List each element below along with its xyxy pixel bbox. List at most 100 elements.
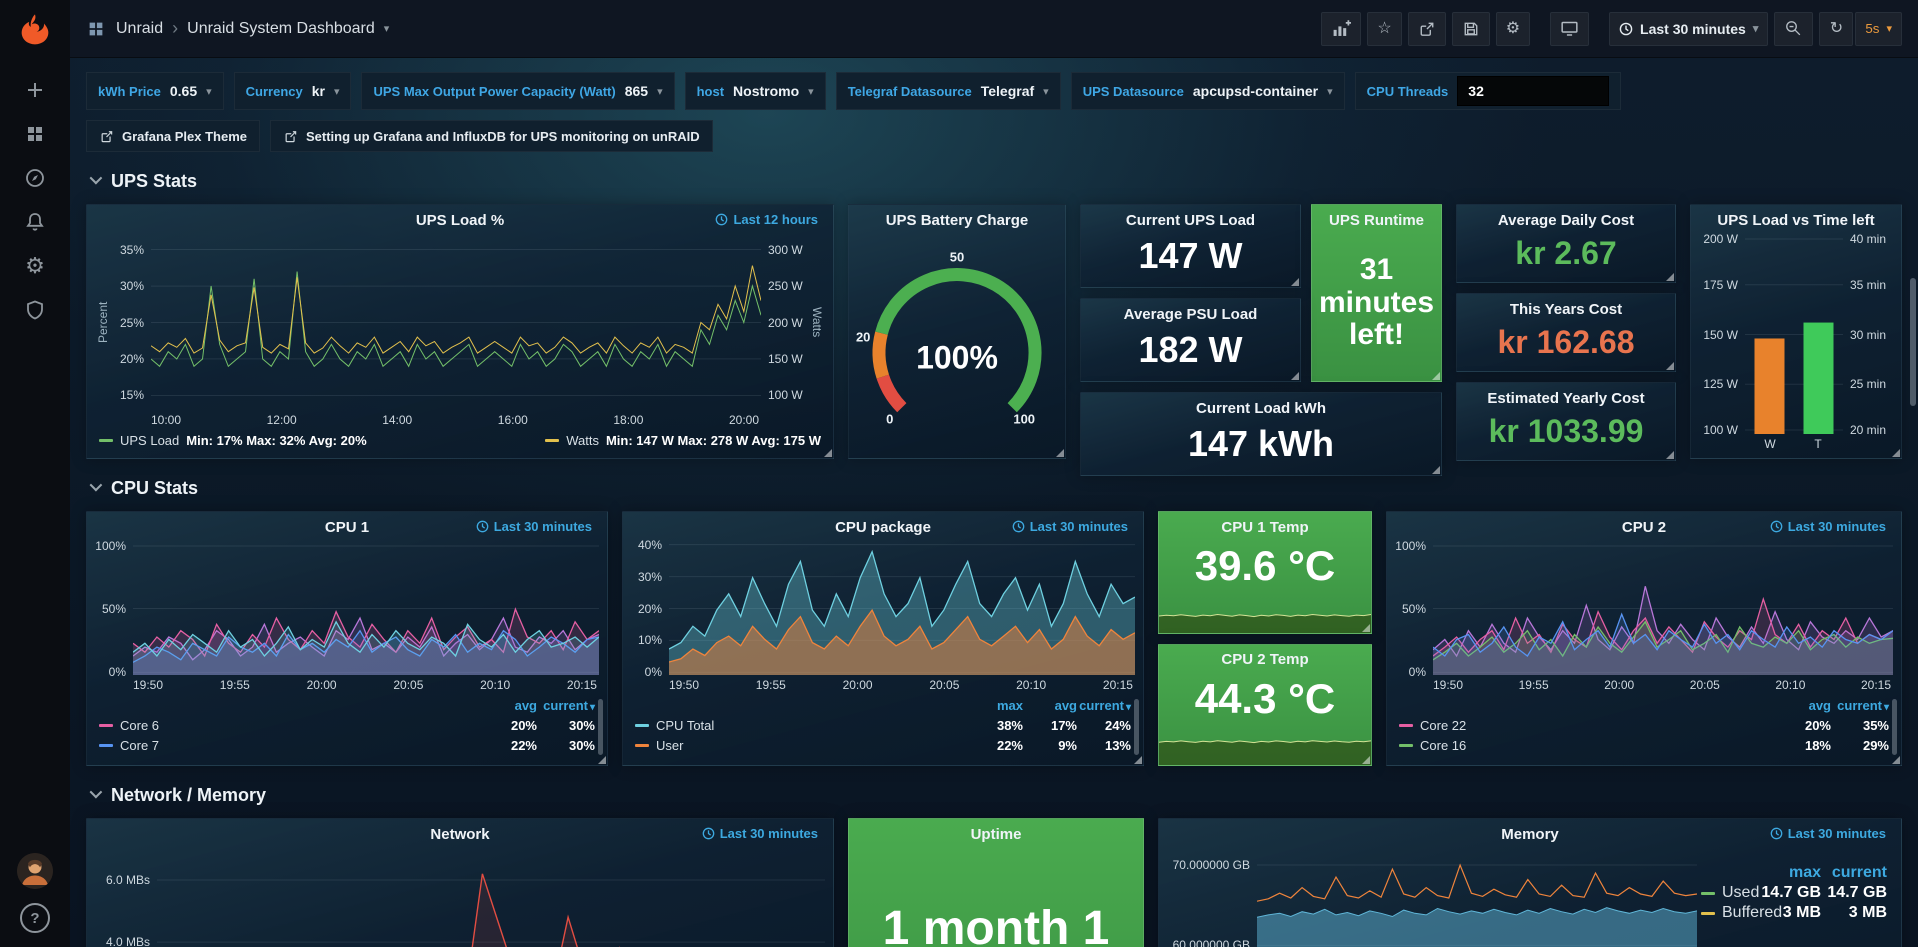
panel-title[interactable]: Current Load kWh [1196, 400, 1326, 417]
caret-down-icon[interactable]: ▾ [384, 22, 390, 35]
panel-title[interactable]: UPS Load % [416, 212, 504, 229]
variable-value[interactable]: kr [312, 83, 325, 99]
caret-down-icon: ▾ [657, 85, 663, 98]
legend-col-avg[interactable]: avg [479, 698, 537, 713]
caret-down-icon: ▾ [808, 85, 814, 98]
breadcrumb-folder[interactable]: Unraid [116, 20, 163, 38]
grafana-logo[interactable] [12, 8, 58, 54]
variable-value[interactable]: 865 [625, 83, 648, 99]
series-name[interactable]: Watts [566, 433, 599, 448]
section-cpu-stats[interactable]: CPU Stats [86, 475, 1902, 501]
series-name[interactable]: Core 7 [120, 738, 159, 753]
plot-area[interactable] [1433, 542, 1893, 675]
dashboard-grid-icon[interactable] [86, 19, 106, 39]
add-panel-button[interactable] [1321, 12, 1361, 46]
legend-col-current[interactable]: current▾ [1077, 698, 1131, 713]
dashboard-title[interactable]: Unraid System Dashboard [187, 20, 375, 38]
panel-time-override: Last 30 minutes [476, 519, 592, 534]
sidebar-item-dashboards[interactable] [12, 112, 58, 156]
dashboard-link-grafana-plex-theme[interactable]: Grafana Plex Theme [86, 120, 260, 152]
panel-title[interactable]: Network [430, 826, 489, 843]
axis-tick: 100% [95, 539, 126, 553]
page-scrollbar[interactable] [1910, 278, 1916, 406]
series-name[interactable]: Core 6 [120, 718, 159, 733]
legend-row: Core 7 22% 30% [99, 735, 595, 755]
ups-stats-group: Current UPS Load 147 W UPS Runtime 31 mi… [1080, 204, 1442, 459]
legend-col-max[interactable]: max [1755, 864, 1821, 882]
legend-col-avg[interactable]: avg [1773, 698, 1831, 713]
legend-col-avg[interactable]: avg [1023, 698, 1077, 713]
time-range-picker[interactable]: Last 30 minutes ▾ [1609, 12, 1768, 46]
legend-scrollbar[interactable] [1892, 699, 1897, 755]
variable-value[interactable]: Telegraf [981, 83, 1034, 99]
cpu-threads-input[interactable] [1457, 76, 1609, 106]
plot-area[interactable] [157, 849, 825, 947]
variable-currency[interactable]: Currency kr ▾ [234, 72, 352, 110]
refresh-button[interactable]: ↻ [1819, 12, 1853, 46]
series-name[interactable]: Core 16 [1420, 738, 1466, 753]
panel-title[interactable]: Average Daily Cost [1498, 212, 1634, 229]
plot-area[interactable] [669, 542, 1135, 675]
save-button[interactable] [1452, 12, 1490, 46]
legend-col-current[interactable]: current▾ [537, 698, 595, 713]
variable-ups-max-output[interactable]: UPS Max Output Power Capacity (Watt) 865… [361, 72, 674, 110]
caret-down-icon: ▾ [1886, 22, 1892, 35]
panel-cpu-2-temp: CPU 2 Temp 44.3 °C [1158, 644, 1372, 767]
panel-title[interactable]: UPS Runtime [1329, 212, 1424, 229]
variable-value[interactable]: Nostromo [733, 83, 799, 99]
panel-title[interactable]: UPS Load vs Time left [1717, 212, 1874, 229]
variable-value[interactable]: apcupsd-container [1193, 83, 1318, 99]
legend-col-current[interactable]: current▾ [1831, 698, 1889, 713]
sidebar-item-configuration[interactable]: ⚙ [12, 244, 58, 288]
variable-host[interactable]: host Nostromo ▾ [685, 72, 826, 110]
variable-value[interactable]: 0.65 [170, 83, 197, 99]
panel-title[interactable]: UPS Battery Charge [886, 212, 1029, 229]
panel-title[interactable]: CPU 1 [325, 519, 369, 536]
panel-network: Network Last 30 minutes 2.0 MBs4.0 MBs6.… [86, 818, 834, 947]
share-button[interactable] [1408, 12, 1446, 46]
star-button[interactable]: ☆ [1367, 12, 1401, 46]
series-name[interactable]: Core 22 [1420, 718, 1466, 733]
legend-scrollbar[interactable] [1134, 699, 1139, 755]
panel-title[interactable]: CPU 1 Temp [1221, 519, 1308, 536]
panel-title[interactable]: CPU 2 Temp [1221, 651, 1308, 668]
sidebar-item-alerting[interactable] [12, 200, 58, 244]
series-name[interactable]: UPS Load [120, 433, 179, 448]
dashboard-link-ups-monitoring-guide[interactable]: Setting up Grafana and InfluxDB for UPS … [270, 120, 713, 152]
section-network-memory[interactable]: Network / Memory [86, 782, 1902, 808]
plot-area[interactable] [1745, 235, 1843, 434]
zoom-out-button[interactable] [1774, 12, 1813, 46]
section-ups-stats[interactable]: UPS Stats [86, 168, 1902, 194]
plot-area[interactable] [1257, 849, 1697, 947]
cycle-view-button[interactable] [1550, 12, 1589, 46]
legend-col-max[interactable]: max [969, 698, 1023, 713]
sidebar-item-explore[interactable] [12, 156, 58, 200]
help-button[interactable]: ? [20, 903, 50, 933]
panel-title[interactable]: This Years Cost [1510, 301, 1622, 318]
plot-area[interactable] [133, 542, 599, 675]
variable-ups-datasource[interactable]: UPS Datasource apcupsd-container ▾ [1071, 72, 1345, 110]
variable-telegraf-datasource[interactable]: Telegraf Datasource Telegraf ▾ [836, 72, 1061, 110]
time-override-label: Last 30 minutes [720, 826, 818, 841]
legend-col-current[interactable]: current [1821, 864, 1887, 882]
panel-title[interactable]: Current UPS Load [1126, 212, 1255, 229]
panel-title[interactable]: Memory [1501, 826, 1559, 843]
legend-scrollbar[interactable] [598, 699, 603, 755]
axis-tick: 20:00 [307, 678, 337, 693]
user-avatar[interactable] [17, 853, 53, 889]
dashboard-settings-button[interactable]: ⚙ [1496, 12, 1530, 46]
series-name[interactable]: CPU Total [656, 718, 714, 733]
series-name[interactable]: Used [1722, 884, 1759, 902]
panel-title[interactable]: CPU 2 [1622, 519, 1666, 536]
series-name[interactable]: User [656, 738, 683, 753]
refresh-interval-dropdown[interactable]: 5s ▾ [1855, 12, 1902, 46]
legend-item: Watts Min: 147 W Max: 278 W Avg: 175 W [545, 433, 821, 448]
sidebar-item-create[interactable] [12, 68, 58, 112]
plot-area[interactable] [151, 235, 761, 410]
sidebar-item-server-admin[interactable] [12, 288, 58, 332]
panel-title[interactable]: Estimated Yearly Cost [1487, 390, 1644, 407]
panel-title[interactable]: CPU package [835, 519, 931, 536]
panel-title[interactable]: Average PSU Load [1124, 306, 1258, 323]
variable-kwh-price[interactable]: kWh Price 0.65 ▾ [86, 72, 224, 110]
panel-title[interactable]: Uptime [971, 826, 1022, 843]
